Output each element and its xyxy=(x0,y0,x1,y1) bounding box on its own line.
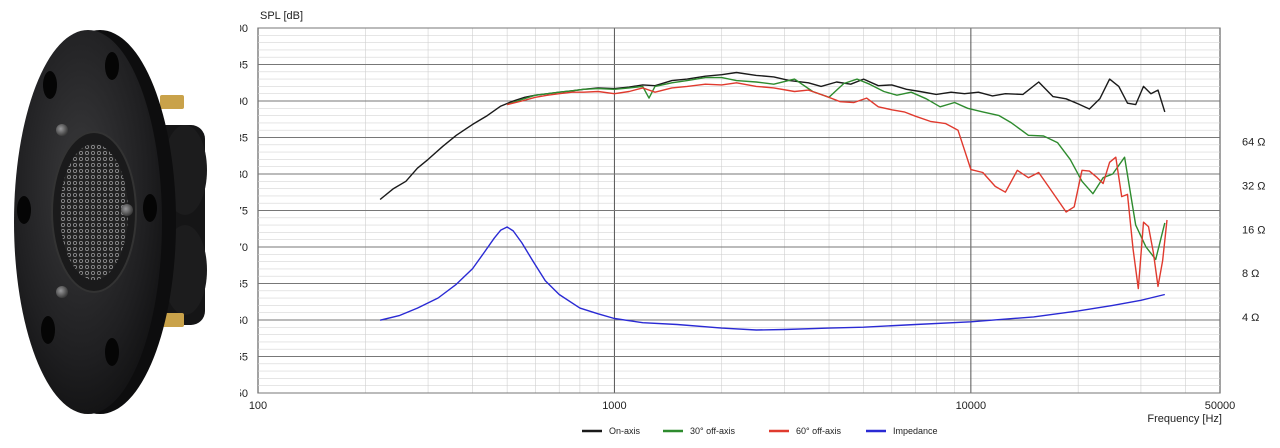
series-line-3 xyxy=(379,226,1165,331)
legend-item: 30° off-axis xyxy=(663,426,735,436)
y-tick-label: 90 xyxy=(240,96,248,108)
legend-item: On-axis xyxy=(582,426,641,436)
legend-item: 60° off-axis xyxy=(769,426,841,436)
x-axis-label: Frequency [Hz] xyxy=(1147,413,1222,425)
series-line-2 xyxy=(506,82,1168,290)
right-tick-label: 16 Ω xyxy=(1242,224,1266,236)
legend-label: On-axis xyxy=(609,426,641,436)
x-tick-label: 50000 xyxy=(1205,400,1236,412)
series-line-1 xyxy=(506,76,1166,261)
dome-grille xyxy=(60,144,128,280)
chart-grid xyxy=(257,27,1221,394)
frequency-response-chart: 50 55 60 65 70 75 80 85 90 95 100 100 1000 10000 50000… xyxy=(240,10,1266,436)
mounting-hole xyxy=(105,338,119,366)
right-tick-label: 4 Ω xyxy=(1242,312,1259,324)
mounting-hole xyxy=(143,194,157,222)
y-tick-label: 85 xyxy=(240,133,248,145)
screw xyxy=(56,124,68,136)
tweeter-photo xyxy=(14,30,207,414)
legend-label: Impedance xyxy=(893,426,938,436)
y-tick-label: 50 xyxy=(240,388,248,400)
chart-axes: 50 55 60 65 70 75 80 85 90 95 100 100 1000 10000 50000… xyxy=(240,23,1266,412)
mounting-hole xyxy=(43,71,57,99)
solder-tab-top xyxy=(160,95,184,109)
x-tick-label: 1000 xyxy=(602,400,626,412)
x-tick-label: 100 xyxy=(249,400,267,412)
mounting-hole xyxy=(17,196,31,224)
legend-label: 30° off-axis xyxy=(690,426,735,436)
right-tick-label: 32 Ω xyxy=(1242,181,1266,193)
y-tick-label: 75 xyxy=(240,206,248,218)
x-tick-label: 10000 xyxy=(956,400,987,412)
right-tick-label: 64 Ω xyxy=(1242,137,1266,149)
screw xyxy=(121,204,133,216)
y-tick-label: 65 xyxy=(240,279,248,291)
chart-series xyxy=(379,71,1168,331)
right-tick-label: 8 Ω xyxy=(1242,268,1259,280)
y-axis-label: SPL [dB] xyxy=(260,10,303,22)
mounting-hole xyxy=(105,52,119,80)
y-tick-label: 60 xyxy=(240,315,248,327)
y-tick-label: 100 xyxy=(240,23,248,35)
legend-item: Impedance xyxy=(866,426,938,436)
chart-legend: On-axis 30° off-axis 60° off-axis Impedance xyxy=(582,426,938,436)
screw xyxy=(56,286,68,298)
legend-label: 60° off-axis xyxy=(796,426,841,436)
y-tick-label: 95 xyxy=(240,60,248,72)
y-tick-label: 80 xyxy=(240,169,248,181)
y-tick-label: 55 xyxy=(240,352,248,364)
y-tick-label: 70 xyxy=(240,242,248,254)
mounting-hole xyxy=(41,316,55,344)
